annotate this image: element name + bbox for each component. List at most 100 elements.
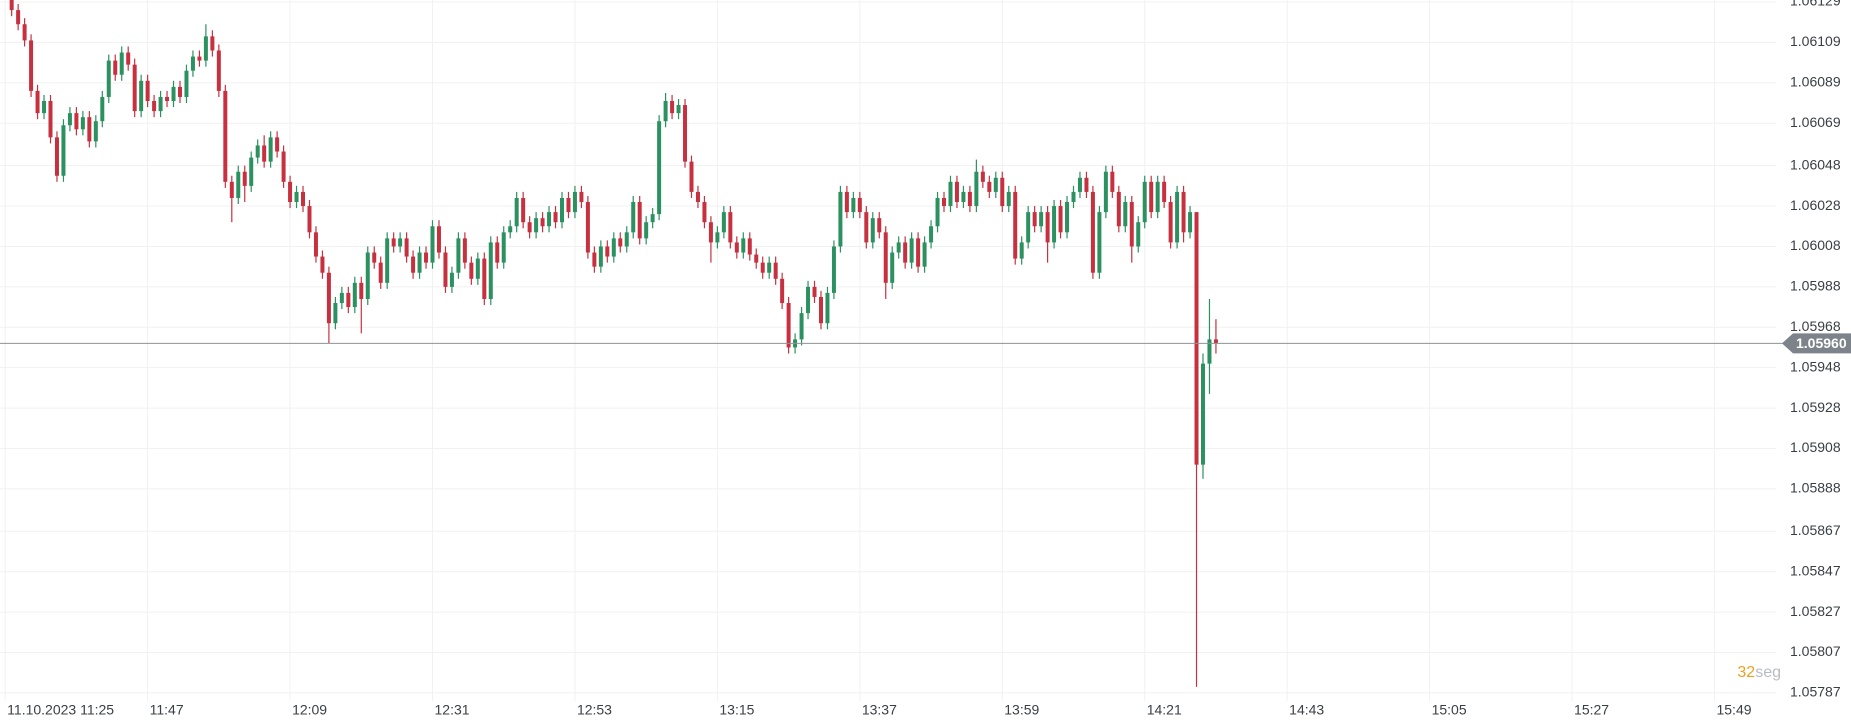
candle-body (611, 238, 616, 257)
candle-body (618, 238, 623, 247)
candle-body (1013, 191, 1018, 259)
candle-body (514, 197, 519, 227)
candle-body (721, 212, 726, 233)
candle-body (695, 191, 700, 203)
candle-body (106, 60, 111, 97)
y-tick-label: 1.05888 (1790, 480, 1841, 496)
candle-body (411, 256, 416, 273)
candle-body (1142, 181, 1147, 223)
candle-body (171, 86, 176, 102)
candle-body (1188, 212, 1193, 233)
candle-body (993, 177, 998, 192)
candle-body (650, 214, 655, 223)
candle-body (767, 262, 772, 273)
x-tick-label: 13:59 (1004, 702, 1039, 718)
y-tick-label: 1.05827 (1790, 603, 1841, 619)
x-tick-label: 14:21 (1147, 702, 1182, 718)
candle-body (184, 70, 189, 97)
candle-body (93, 121, 98, 142)
x-tick-label: 12:31 (435, 702, 470, 718)
candle-body (1077, 177, 1082, 192)
candle-body (255, 145, 260, 158)
candle-body (22, 24, 27, 41)
candle-body (909, 238, 914, 263)
candle-body (339, 292, 344, 304)
candle-body (281, 151, 286, 182)
candle-body (547, 212, 552, 227)
candle-body (74, 113, 79, 130)
candle-body (1045, 212, 1050, 243)
countdown-unit: seg (1755, 664, 1781, 681)
candle-body (1168, 202, 1173, 243)
candle-body (663, 101, 668, 122)
candle-body (922, 242, 927, 267)
candle-body (728, 212, 733, 243)
candle-body (896, 242, 901, 253)
y-tick-label: 1.06008 (1790, 237, 1841, 253)
candle-body (1090, 191, 1095, 273)
candle-body (929, 226, 934, 243)
x-tick-label: 15:49 (1716, 702, 1751, 718)
y-tick-label: 1.05948 (1790, 358, 1841, 374)
candle-body (1207, 339, 1212, 364)
candle-body (967, 191, 972, 207)
candle-body (333, 303, 338, 324)
candle-body (883, 232, 888, 283)
candle-body (1097, 212, 1102, 273)
candle-body (126, 52, 131, 65)
candle-body (916, 238, 921, 267)
candle-body (326, 272, 331, 324)
candle-body (385, 238, 390, 283)
candle-body (262, 145, 267, 162)
countdown-value: 32 (1737, 664, 1755, 681)
candle-body (469, 262, 474, 279)
candle-body (145, 80, 150, 102)
candle-body (741, 238, 746, 253)
candle-body (1181, 191, 1186, 233)
x-tick-label: 13:37 (862, 702, 897, 718)
y-tick-label: 1.06089 (1790, 74, 1841, 90)
candle-body (398, 238, 403, 247)
candle-body (521, 197, 526, 223)
candle-body (702, 202, 707, 223)
x-tick-label: 12:09 (292, 702, 327, 718)
candle-body (585, 202, 590, 253)
candle-body (462, 238, 467, 263)
candle-body (605, 246, 610, 257)
candle-body (825, 292, 830, 324)
candle-body (449, 272, 454, 287)
candle-body (831, 246, 836, 293)
candle-body (961, 191, 966, 203)
candle-body (566, 197, 571, 213)
candle-body (294, 191, 299, 203)
candle-body (572, 191, 577, 213)
candle-body (773, 262, 778, 279)
candle-body (268, 137, 273, 162)
candle-body (689, 161, 694, 192)
x-tick-label: 12:53 (577, 702, 612, 718)
countdown: 32seg (1737, 664, 1781, 681)
candle-body (838, 191, 843, 247)
candle-body (935, 197, 940, 227)
overlay: 1.05960 32seg (0, 333, 1851, 681)
candle-body (320, 256, 325, 273)
y-tick-label: 1.06109 (1790, 33, 1841, 49)
candle-body (67, 113, 72, 126)
candle-body (579, 191, 584, 203)
candle-body (501, 232, 506, 263)
candle-body (948, 181, 953, 207)
candle-body (527, 222, 532, 233)
candle-body (1065, 202, 1070, 233)
last-price-tag (1782, 333, 1851, 354)
candle-body (870, 218, 875, 243)
candle-body (1123, 202, 1128, 227)
candle-body (624, 232, 629, 247)
candle-body (391, 238, 396, 247)
candle-body (210, 36, 215, 51)
candle-body (1116, 191, 1121, 227)
y-tick-label: 1.05968 (1790, 318, 1841, 334)
candle-body (864, 212, 869, 243)
candle-body (139, 80, 144, 112)
